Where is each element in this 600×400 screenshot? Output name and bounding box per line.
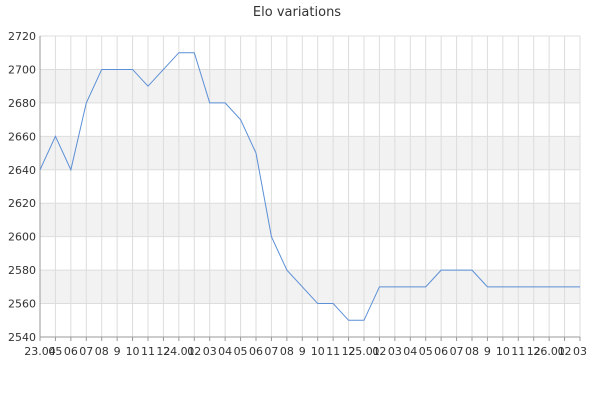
x-tick-label: 07 (264, 345, 278, 358)
x-tick-label: 03 (203, 345, 217, 358)
x-tick-label: 04 (218, 345, 232, 358)
chart-title: Elo variations (253, 5, 341, 20)
y-tick-label: 2600 (8, 231, 36, 244)
y-tick-label: 2660 (8, 130, 36, 143)
y-tick-label: 2720 (8, 30, 36, 43)
x-tick-label: 26.01 (533, 345, 565, 358)
x-tick-label: 9 (484, 345, 491, 358)
x-tick-label: 12 (342, 345, 356, 358)
x-tick-label: 05 (234, 345, 248, 358)
x-tick-label: 12 (156, 345, 170, 358)
series-layer (39, 52, 580, 321)
x-tick-label: 05 (48, 345, 62, 358)
plot-band (40, 136, 580, 170)
y-tick-labels: 2540 2560 2580 2600 2620 2640 2660 2680 2700 2720 (8, 30, 36, 344)
x-tick-label: 9 (299, 345, 306, 358)
y-tick-label: 2640 (8, 164, 36, 177)
y-tick-label: 2700 (8, 63, 36, 76)
axes (39, 36, 581, 341)
x-tick-label: 10 (126, 345, 140, 358)
x-tick-label: 07 (79, 345, 93, 358)
x-tick-label: 9 (114, 345, 121, 358)
x-tick-label: 10 (311, 345, 325, 358)
x-tick-label: 08 (465, 345, 479, 358)
x-tick-label: 06 (249, 345, 263, 358)
x-tick-label: 24.01 (163, 345, 195, 358)
y-tick-label: 2540 (8, 331, 36, 344)
x-tick-label: 08 (95, 345, 109, 358)
x-tick-label: 02 (558, 345, 572, 358)
x-tick-label: 25.01 (348, 345, 380, 358)
x-tick-label: 11 (141, 345, 155, 358)
x-tick-label: 06 (434, 345, 448, 358)
x-tick-label: 03 (388, 345, 402, 358)
x-tick-label: 07 (450, 345, 464, 358)
y-tick-label: 2680 (8, 97, 36, 110)
plot-band (40, 69, 580, 103)
x-tick-label: 03 (573, 345, 587, 358)
x-tick-label: 10 (496, 345, 510, 358)
x-tick-label: 04 (403, 345, 417, 358)
x-tick-label: 11 (511, 345, 525, 358)
x-tick-label: 02 (372, 345, 386, 358)
plot-bands (40, 69, 580, 304)
x-tick-label: 05 (419, 345, 433, 358)
x-tick-label: 12 (527, 345, 541, 358)
plot-band (40, 203, 580, 237)
y-tick-label: 2620 (8, 197, 36, 210)
y-tick-label: 2560 (8, 298, 36, 311)
x-tick-label: 06 (64, 345, 78, 358)
x-tick-label: 02 (187, 345, 201, 358)
series-line (39, 52, 580, 321)
x-tick-label: 08 (280, 345, 294, 358)
y-tick-label: 2580 (8, 264, 36, 277)
x-tick-label: 11 (326, 345, 340, 358)
x-tick-label: 23.04 (24, 345, 56, 358)
